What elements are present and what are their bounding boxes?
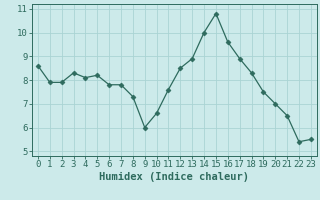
X-axis label: Humidex (Indice chaleur): Humidex (Indice chaleur) — [100, 172, 249, 182]
